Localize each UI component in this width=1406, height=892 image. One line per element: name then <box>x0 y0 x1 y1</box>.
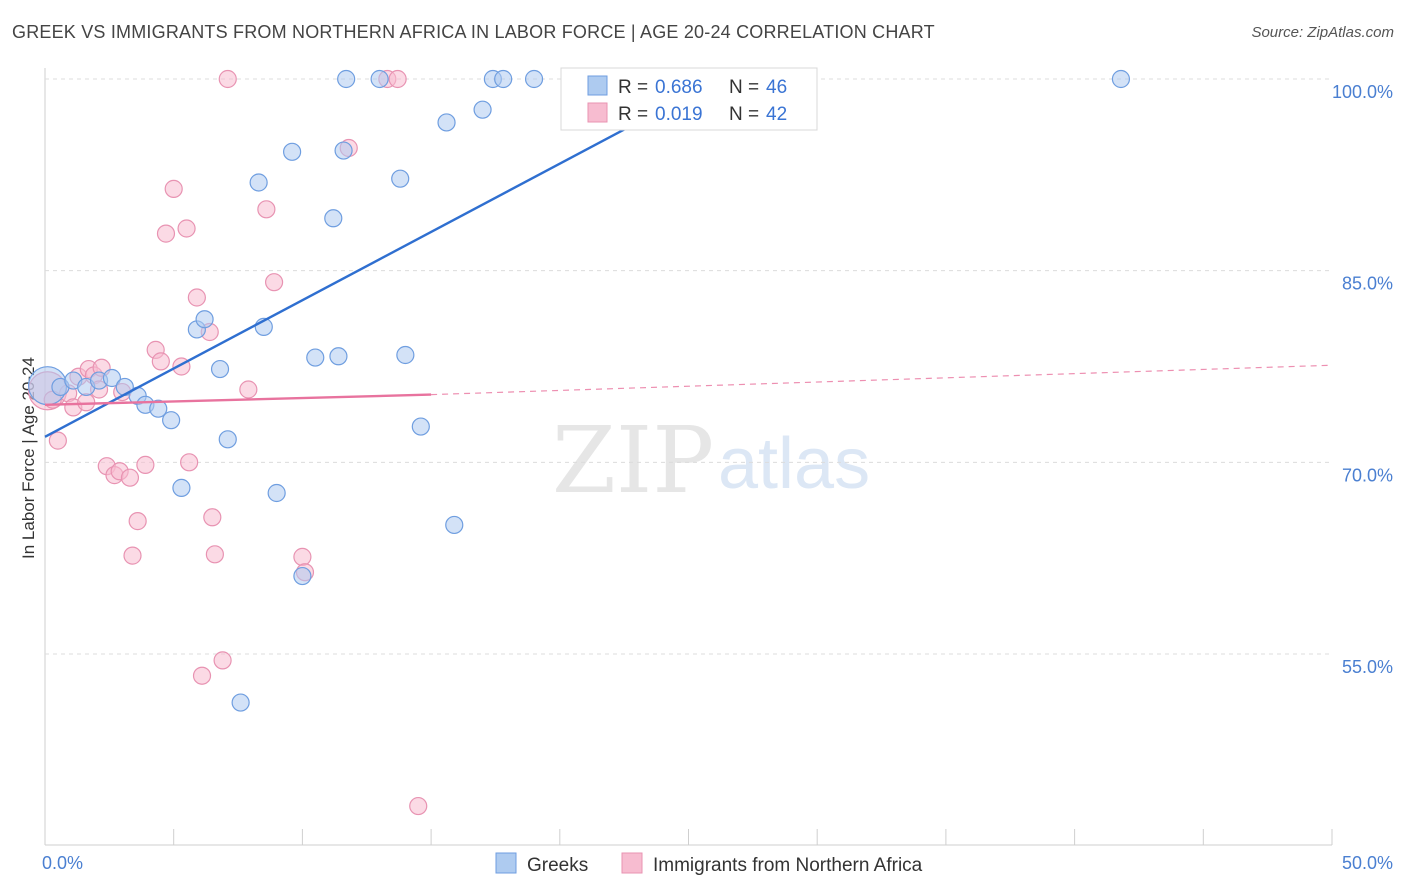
immigrants-r-value: 0.019 <box>655 104 703 125</box>
series-legend: Greeks Immigrants from Northern Africa <box>495 852 923 876</box>
greeks-n-label: N = <box>729 77 759 98</box>
greeks-point-36 <box>524 69 544 89</box>
greeks-n-value: 46 <box>766 77 787 98</box>
legend-immigrants-label: Immigrants from Northern Africa <box>653 855 923 876</box>
greeks-r-value: 0.686 <box>655 77 703 98</box>
y-tick-label-2: 85.0% <box>1342 274 1393 294</box>
y-tick-label-3: 100.0% <box>1332 82 1393 102</box>
greeks-point-17 <box>249 173 268 192</box>
greeks-point-26 <box>337 69 356 89</box>
greeks-points <box>27 69 1131 712</box>
immigrants-trend-extension <box>431 364 1333 396</box>
greeks-point-16 <box>231 693 250 712</box>
immigrants-point-16 <box>123 546 142 565</box>
greeks-point-19 <box>267 483 286 503</box>
greeks-point-13 <box>195 310 214 329</box>
watermark-zip: ZIP <box>552 407 714 514</box>
gridlines <box>45 78 1332 655</box>
trend-lines <box>44 77 1333 438</box>
legend-greeks-swatch <box>495 852 517 874</box>
immigrants-point-21 <box>156 224 176 243</box>
immigrants-point-36 <box>293 547 312 566</box>
immigrants-point-25 <box>180 453 199 472</box>
immigrants-point-27 <box>192 666 212 685</box>
greeks-point-22 <box>306 348 325 367</box>
immigrants-legend-swatch <box>587 102 608 123</box>
greeks-point-15 <box>218 430 237 449</box>
immigrants-r-label: R = <box>618 104 648 125</box>
greeks-point-30 <box>411 417 430 436</box>
immigrants-point-26 <box>187 288 206 307</box>
immigrants-point-20 <box>151 352 170 371</box>
greeks-point-11 <box>172 478 191 497</box>
immigrants-point-2 <box>48 431 67 450</box>
greeks-point-5 <box>102 368 122 388</box>
greeks-point-35 <box>494 69 513 89</box>
immigrants-point-15 <box>120 468 140 487</box>
immigrants-n-label: N = <box>729 104 759 125</box>
immigrants-point-22 <box>164 179 183 198</box>
immigrants-point-24 <box>177 219 196 238</box>
immigrants-point-30 <box>205 545 224 564</box>
greeks-point-32 <box>445 515 464 535</box>
greeks-point-10 <box>162 411 181 430</box>
greeks-point-14 <box>210 359 230 379</box>
immigrants-point-40 <box>388 69 407 89</box>
immigrants-point-6 <box>77 393 96 412</box>
immigrants-point-41 <box>409 796 428 816</box>
greeks-point-9 <box>149 399 168 418</box>
immigrants-point-34 <box>257 200 276 219</box>
legend-immigrants-swatch <box>621 852 643 874</box>
greeks-point-27 <box>370 69 389 89</box>
greeks-point-31 <box>437 113 456 132</box>
greeks-point-33 <box>473 100 492 119</box>
stats-legend: R = 0.686 N = 46 R = 0.019 N = 42 <box>560 67 818 131</box>
x-tick-label-min: 0.0% <box>42 853 83 873</box>
source-label: Source: ZipAtlas.com <box>1251 24 1394 41</box>
greeks-point-29 <box>396 345 415 365</box>
immigrants-trend-line <box>44 393 432 407</box>
greeks-point-28 <box>391 169 410 188</box>
x-tick-label-max: 50.0% <box>1342 853 1393 873</box>
immigrants-n-value: 42 <box>766 104 787 125</box>
immigrants-point-32 <box>218 69 237 89</box>
chart-title: GREEK VS IMMIGRANTS FROM NORTHERN AFRICA… <box>12 22 935 42</box>
y-tick-labels: 55.0% 70.0% 85.0% 100.0% <box>1332 82 1393 677</box>
watermark-atlas: atlas <box>718 424 870 504</box>
y-tick-label-0: 55.0% <box>1342 657 1393 677</box>
immigrants-point-17 <box>128 512 147 531</box>
greeks-trend-line <box>44 77 720 438</box>
immigrants-point-18 <box>136 455 155 474</box>
y-axis-title: In Labor Force | Age 20-24 <box>19 357 38 559</box>
immigrants-point-33 <box>239 380 258 399</box>
x-ticks <box>44 829 1333 845</box>
legend-greeks-label: Greeks <box>527 855 588 876</box>
greeks-point-21 <box>293 566 312 586</box>
greeks-point-23 <box>324 209 343 228</box>
greeks-point-20 <box>283 142 302 161</box>
immigrants-point-29 <box>203 508 222 527</box>
immigrants-point-35 <box>264 273 284 292</box>
greeks-point-45 <box>1111 69 1131 89</box>
immigrants-point-31 <box>213 651 232 670</box>
greeks-point-24 <box>329 347 348 366</box>
y-tick-label-1: 70.0% <box>1342 465 1393 485</box>
greeks-point-25 <box>334 141 353 160</box>
greeks-r-label: R = <box>618 77 648 98</box>
greeks-legend-swatch <box>587 75 608 96</box>
